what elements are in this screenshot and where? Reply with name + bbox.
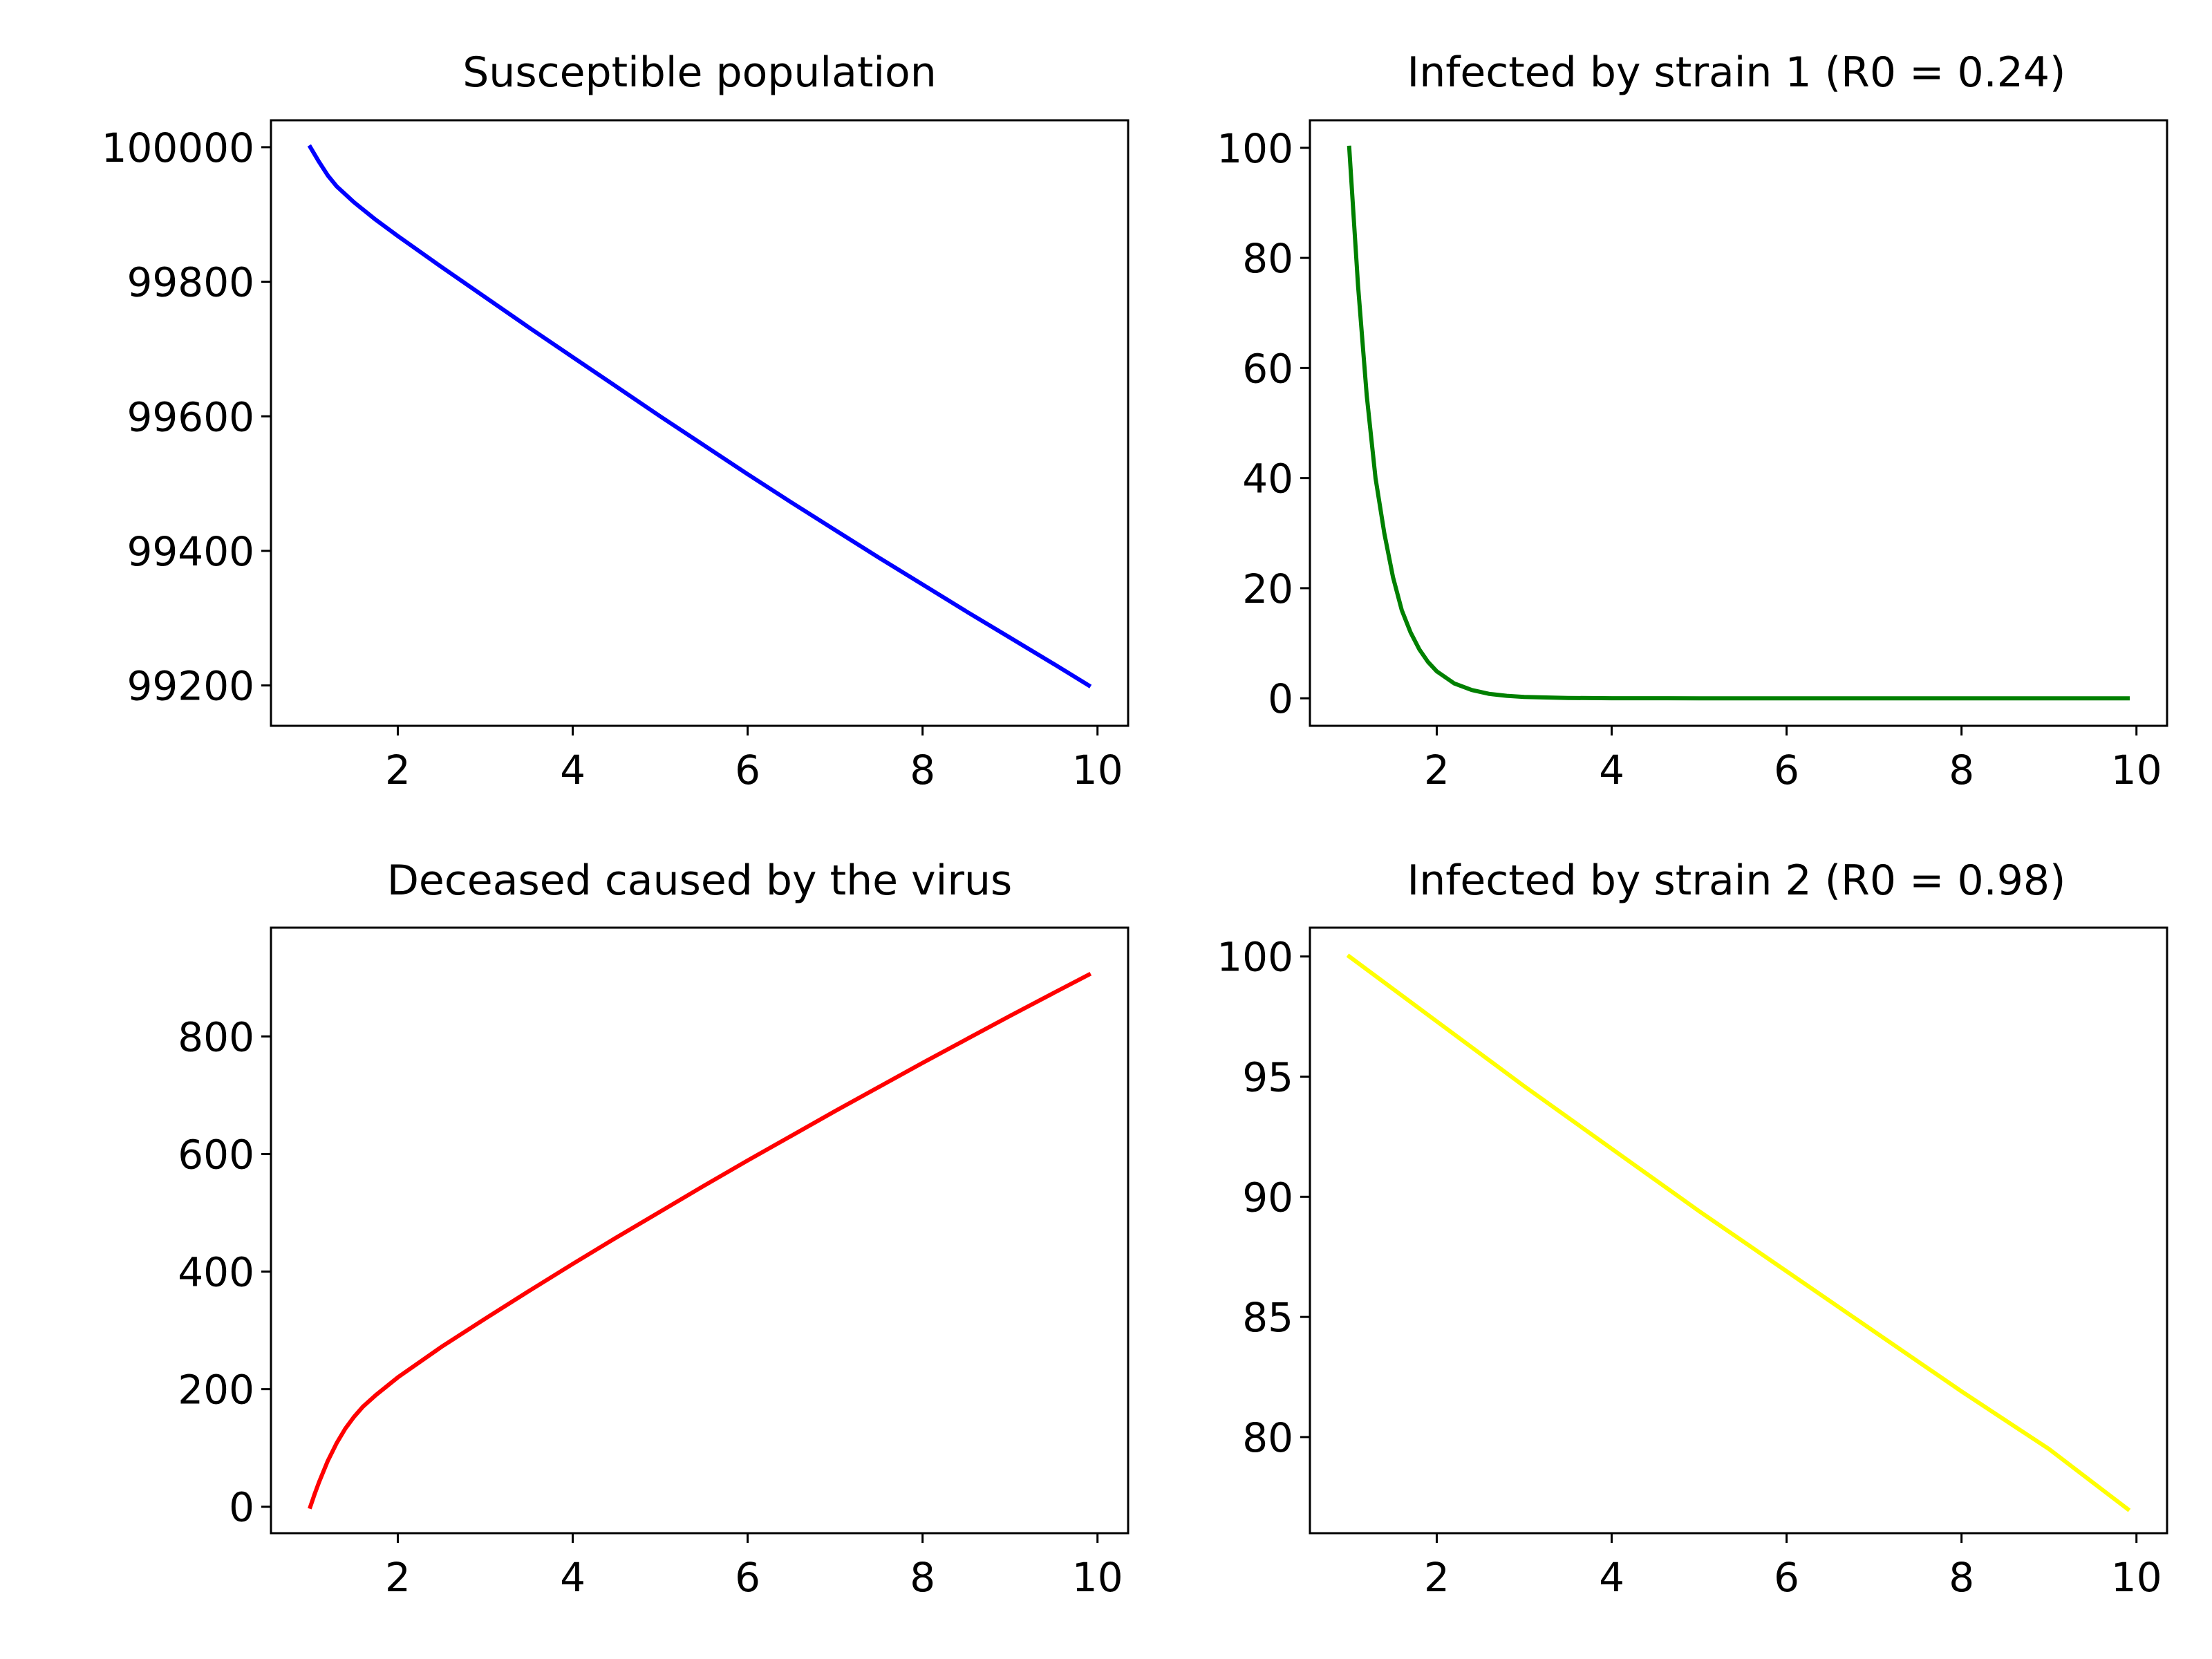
- subplot-infected-strain-2: Infected by strain 2 (R0 = 0.98) 2 4 6 8 10 8…: [1217, 856, 2168, 1601]
- x-tick-label: 2: [385, 1554, 411, 1601]
- x-tick-label: 10: [1072, 747, 1123, 794]
- y-tick-label: 99800: [126, 259, 254, 306]
- axes-frame: [270, 119, 1130, 727]
- x-tick-label: 8: [1949, 1554, 1974, 1601]
- y-tick-label: 60: [1242, 345, 1293, 392]
- x-tick-label: 4: [560, 747, 585, 794]
- x-tick-label: 2: [385, 747, 411, 794]
- plot-area: 2 4 6 8 10 80 85 90 95 100: [1217, 934, 2162, 1601]
- series-line: [1346, 953, 2131, 1512]
- x-tick-label: 6: [735, 747, 760, 794]
- x-tick-label: 6: [1774, 747, 1799, 794]
- chart-title: Infected by strain 2 (R0 = 0.98): [1407, 856, 2066, 905]
- plot-area: 2 4 6 8 10 0 200 400 600 800: [178, 971, 1123, 1601]
- y-tick-label: 80: [1242, 1414, 1293, 1461]
- y-tick-label: 40: [1242, 456, 1293, 503]
- x-tick-label: 2: [1424, 747, 1450, 794]
- x-tick-label: 6: [1774, 1554, 1799, 1601]
- x-tick-label: 8: [910, 1554, 935, 1601]
- chart-title: Infected by strain 1 (R0 = 0.24): [1407, 48, 2066, 97]
- y-tick-label: 0: [1268, 675, 1293, 722]
- series-line: [307, 144, 1092, 688]
- x-tick-label: 4: [560, 1554, 585, 1601]
- subplot-susceptible: Susceptible population 2 4 6 8 10 99200 99400 9…: [102, 48, 1130, 794]
- subplot-deceased: Deceased caused by the virus 2 4 6 8 10 0 200 4…: [178, 856, 1130, 1601]
- y-tick-label: 600: [178, 1131, 254, 1178]
- plot-area: 2 4 6 8 10 99200 99400 99600 99800 100000: [102, 124, 1123, 794]
- y-tick-label: 80: [1242, 235, 1293, 282]
- y-tick-label: 100: [1217, 125, 1293, 172]
- x-tick-label: 10: [2111, 747, 2162, 794]
- y-tick-label: 99200: [126, 663, 254, 710]
- y-tick-label: 90: [1242, 1174, 1293, 1221]
- series-line: [1347, 145, 2130, 701]
- y-tick-label: 100000: [102, 124, 254, 171]
- x-tick-label: 2: [1424, 1554, 1450, 1601]
- x-tick-label: 4: [1599, 1554, 1624, 1601]
- x-tick-label: 10: [1072, 1554, 1123, 1601]
- axes-frame: [270, 926, 1130, 1535]
- axes-frame: [1309, 119, 2168, 727]
- y-tick-label: 99600: [126, 393, 254, 440]
- y-tick-label: 20: [1242, 565, 1293, 612]
- y-tick-label: 99400: [126, 528, 254, 575]
- y-tick-label: 95: [1242, 1054, 1293, 1101]
- y-tick-label: 200: [178, 1367, 254, 1414]
- axes-frame: [1309, 926, 2168, 1535]
- y-tick-label: 400: [178, 1249, 254, 1296]
- y-tick-label: 800: [178, 1013, 254, 1060]
- x-tick-label: 8: [910, 747, 935, 794]
- chart-title: Susceptible population: [462, 48, 937, 97]
- x-tick-label: 8: [1949, 747, 1974, 794]
- series-line: [308, 971, 1092, 1510]
- y-tick-label: 85: [1242, 1294, 1293, 1341]
- x-tick-label: 6: [735, 1554, 760, 1601]
- x-tick-label: 4: [1599, 747, 1624, 794]
- x-tick-label: 10: [2111, 1554, 2162, 1601]
- y-tick-label: 0: [229, 1484, 254, 1531]
- chart-title: Deceased caused by the virus: [387, 856, 1013, 905]
- y-tick-label: 100: [1217, 934, 1293, 981]
- subplot-infected-strain-1: Infected by strain 1 (R0 = 0.24) 2 4 6 8 100…: [1217, 48, 2168, 794]
